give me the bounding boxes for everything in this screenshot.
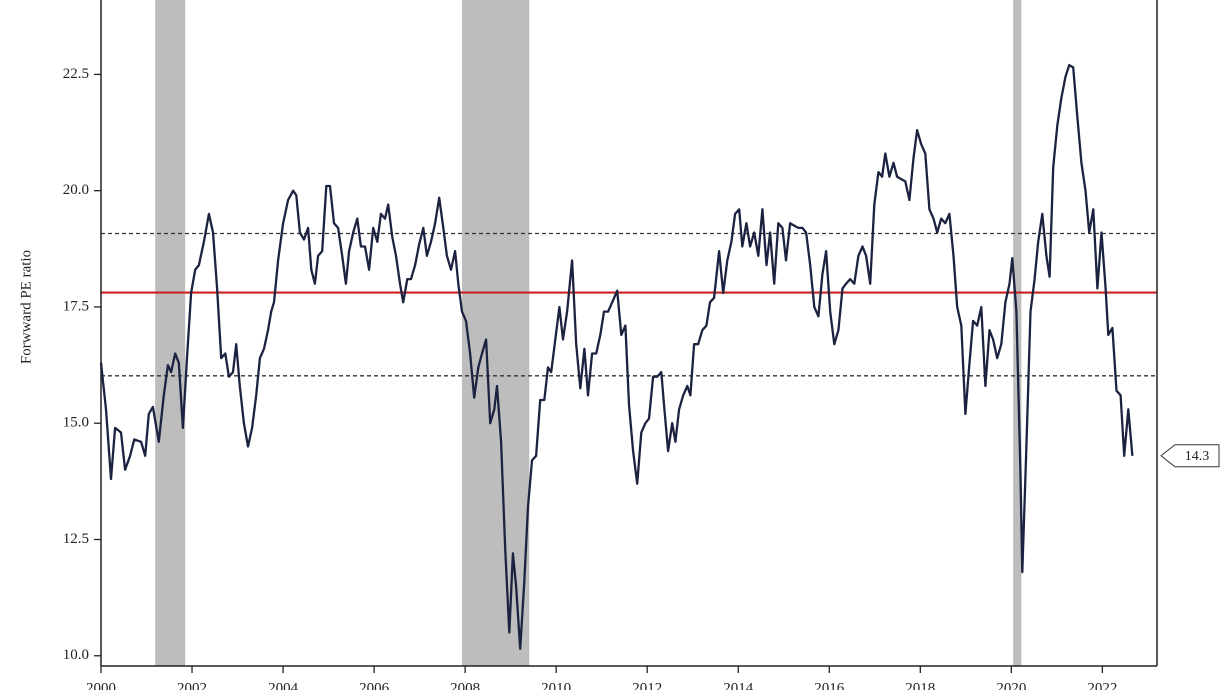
y-tick-label: 12.5 — [63, 531, 89, 547]
y-tick-label: 10.0 — [63, 647, 89, 663]
x-tick-label: 2004 — [268, 680, 299, 690]
x-tick-label: 2012 — [632, 680, 662, 690]
recession-band — [155, 0, 186, 666]
y-tick-label: 20.0 — [63, 182, 89, 198]
x-tick-label: 2000 — [86, 680, 116, 690]
y-tick-label: 17.5 — [63, 298, 89, 314]
y-tick-label: 22.5 — [63, 66, 89, 82]
data-line — [99, 63, 1134, 650]
x-tick-label: 2018 — [905, 680, 935, 690]
x-tick-label: 2014 — [723, 680, 754, 690]
x-tick-label: 2006 — [359, 680, 390, 690]
x-tick-label: 2002 — [177, 680, 207, 690]
annotation-callout — [1160, 444, 1220, 468]
annotation-label: 14.3 — [1185, 449, 1210, 464]
recession-band — [461, 0, 530, 666]
y-axis-label: Forwward PE ratio — [18, 250, 34, 364]
x-tick-label: 2010 — [541, 680, 571, 690]
x-tick-label: 2008 — [450, 680, 480, 690]
y-tick-label: 15.0 — [63, 415, 89, 431]
x-tick-label: 2016 — [814, 680, 845, 690]
x-tick-label: 2020 — [996, 680, 1026, 690]
x-tick-label: 2022 — [1087, 680, 1117, 690]
